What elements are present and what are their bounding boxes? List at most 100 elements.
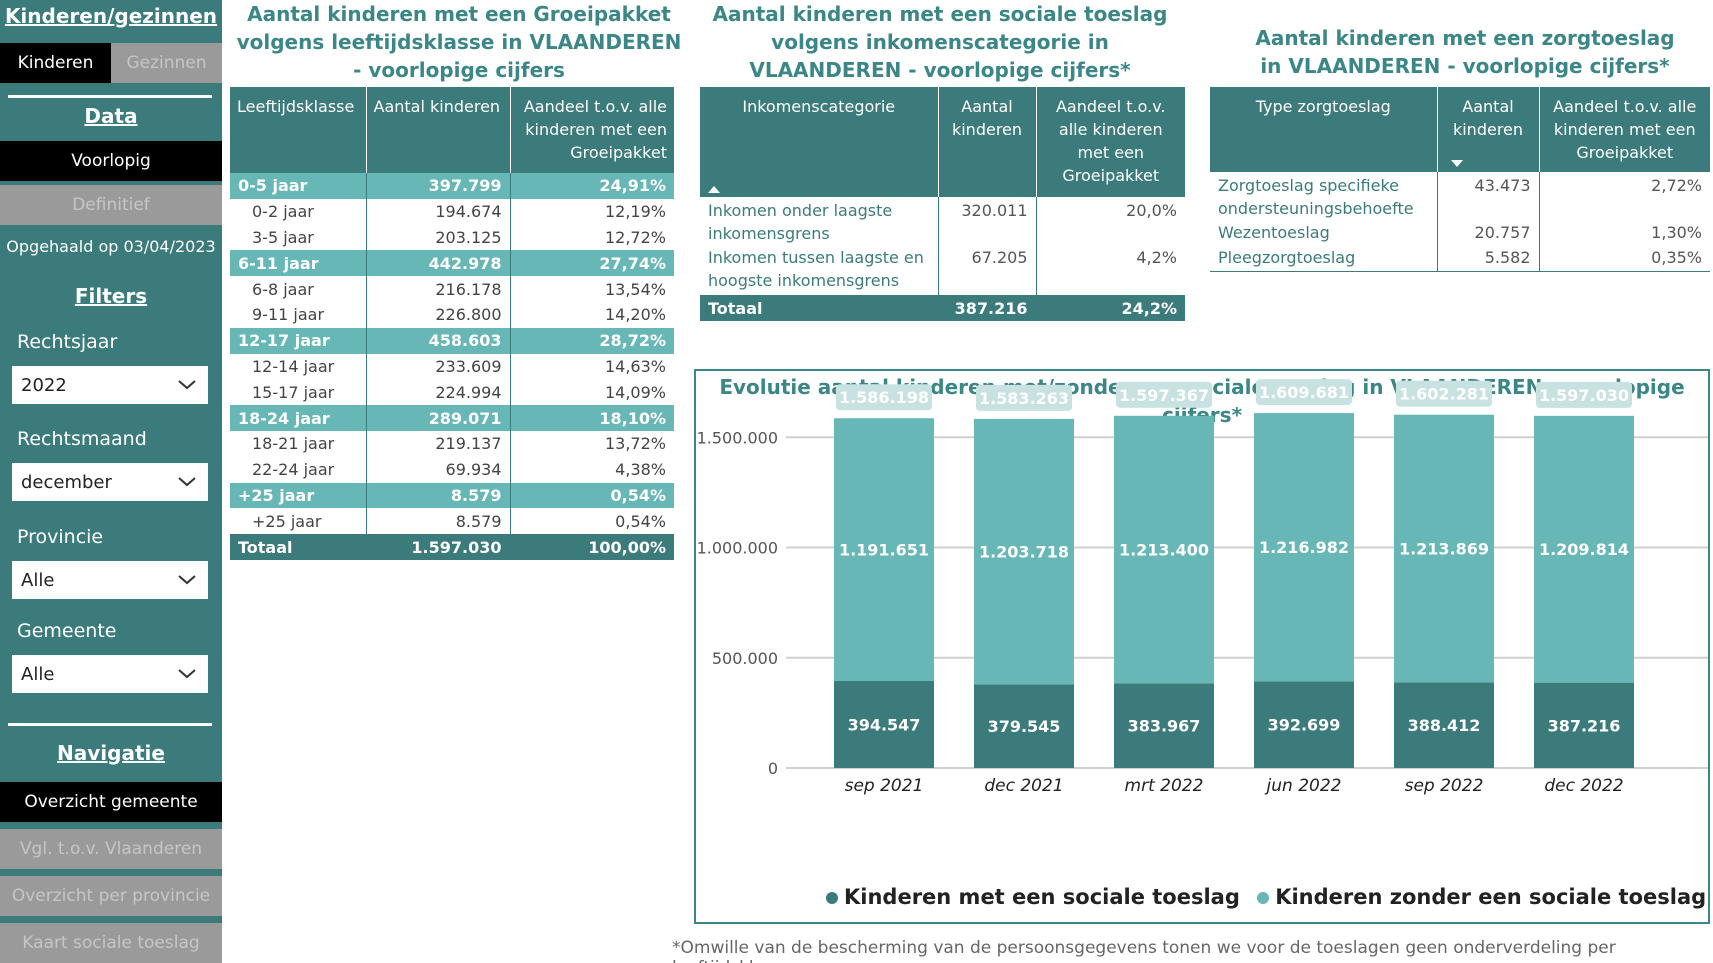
filter-value-rechtsmaand: december bbox=[21, 471, 112, 493]
bar-without-social-allowance bbox=[974, 418, 1074, 685]
total-badge bbox=[1396, 380, 1492, 407]
column-header-label: Inkomenscategorie bbox=[742, 97, 896, 116]
data-label: 379.545 bbox=[988, 717, 1061, 736]
column-header[interactable]: Aandeel t.o.v. alle kinderen met een Gro… bbox=[510, 87, 674, 173]
nav-overzicht-gemeente-button[interactable]: Overzicht gemeente bbox=[0, 782, 222, 822]
column-header[interactable]: Type zorgtoeslag bbox=[1210, 87, 1438, 172]
sidebar-heading-kinderen-gezinnen[interactable]: Kinderen/gezinnen bbox=[4, 4, 218, 28]
column-header[interactable]: Aantal kinderen bbox=[366, 87, 511, 173]
filter-provincie-dropdown[interactable]: Alle bbox=[12, 561, 208, 599]
table-cell: Totaal bbox=[230, 534, 367, 560]
table-row[interactable]: 22-24 jaar 69.934 4,38% bbox=[230, 456, 674, 483]
table-header-row: Leeftijdsklasse Aantal kinderen Aandeel … bbox=[230, 87, 674, 173]
footnote: *Omwille van de bescherming van de perso… bbox=[672, 938, 1616, 963]
filter-rechtsmaand-dropdown[interactable]: december bbox=[12, 463, 208, 501]
table-cell: 22-24 jaar bbox=[230, 456, 367, 483]
age-table-body: 0-5 jaar 397.799 24,91% 0-2 jaar 194.674 12,1… bbox=[230, 173, 674, 560]
legend-item[interactable]: Kinderen zonder een sociale toeslag bbox=[1257, 885, 1706, 909]
bar-with-social-allowance bbox=[834, 681, 934, 768]
column-header[interactable]: Leeftijdsklasse bbox=[230, 87, 367, 173]
data-label: 394.547 bbox=[848, 716, 921, 735]
income-table-title: Aantal kinderen met een sociale toeslag … bbox=[712, 2, 1168, 82]
table-cell: 5.582 bbox=[1437, 246, 1540, 271]
table-cell: 442.978 bbox=[366, 250, 511, 277]
table-group-row[interactable]: 18-24 jaar 289.071 18,10% bbox=[230, 405, 674, 431]
table-row[interactable]: 0-2 jaar 194.674 12,19% bbox=[230, 198, 674, 225]
sidebar: Kinderen/gezinnen Kinderen Gezinnen Data… bbox=[0, 0, 222, 963]
legend-item[interactable]: Kinderen met een sociale toeslag bbox=[826, 885, 1240, 909]
table-row[interactable]: 9-11 jaar 226.800 14,20% bbox=[230, 301, 674, 328]
nav-kaart-sociale-toeslag-button[interactable]: Kaart sociale toeslag bbox=[0, 923, 222, 963]
table-cell: 9-11 jaar bbox=[230, 301, 367, 328]
bar-with-social-allowance bbox=[1394, 682, 1494, 768]
table-row[interactable]: 15-17 jaar 224.994 14,09% bbox=[230, 379, 674, 406]
chevron-down-icon bbox=[178, 477, 196, 487]
table-cell: 28,72% bbox=[510, 327, 674, 354]
table-cell: 13,72% bbox=[510, 430, 674, 457]
table-cell: 12,19% bbox=[510, 198, 674, 225]
table-cell: 4,38% bbox=[510, 456, 674, 483]
table-cell: 0,54% bbox=[510, 508, 674, 535]
tab-kinderen[interactable]: Kinderen bbox=[0, 43, 111, 83]
table-row[interactable]: 6-8 jaar 216.178 13,54% bbox=[230, 276, 674, 302]
table-cell: 6-8 jaar bbox=[230, 276, 367, 302]
nav-overzicht-provincie-button[interactable]: Overzicht per provincie bbox=[0, 876, 222, 916]
tab-gezinnen[interactable]: Gezinnen bbox=[111, 43, 222, 83]
table-cell: Inkomen tussen laagste en hoogste inkome… bbox=[700, 246, 939, 295]
column-header[interactable]: Aantal kinderen bbox=[938, 87, 1037, 197]
total-badge bbox=[836, 384, 932, 411]
table-cell: 226.800 bbox=[366, 301, 511, 328]
sort-ascending-icon bbox=[708, 186, 720, 193]
table-cell: 194.674 bbox=[366, 198, 511, 225]
table-group-row[interactable]: 6-11 jaar 442.978 27,74% bbox=[230, 250, 674, 277]
table-cell: 14,63% bbox=[510, 353, 674, 380]
table-group-row[interactable]: +25 jaar 8.579 0,54% bbox=[230, 482, 674, 509]
filter-value-rechtsjaar: 2022 bbox=[21, 374, 67, 396]
total-label: 1.586.198 bbox=[839, 388, 929, 407]
legend-label: Kinderen zonder een sociale toeslag bbox=[1275, 885, 1707, 909]
filter-label-provincie: Provincie bbox=[17, 526, 104, 548]
table-row[interactable]: 12-14 jaar 233.609 14,63% bbox=[230, 353, 674, 380]
voorlopig-button[interactable]: Voorlopig bbox=[0, 141, 222, 181]
column-header[interactable]: Aandeel t.o.v. alle kinderen met een Gro… bbox=[1036, 87, 1185, 197]
total-label: 1.597.030 bbox=[1539, 386, 1629, 405]
definitief-button[interactable]: Definitief bbox=[0, 185, 222, 225]
filter-value-gemeente: Alle bbox=[21, 663, 55, 685]
table-cell: +25 jaar bbox=[230, 482, 367, 509]
table-group-row[interactable]: 0-5 jaar 397.799 24,91% bbox=[230, 173, 674, 199]
table-row: Inkomen tussen laagste en hoogste inkome… bbox=[700, 246, 1185, 295]
table-total-row[interactable]: Totaal 1.597.030 100,00% bbox=[230, 534, 674, 560]
filter-gemeente-dropdown[interactable]: Alle bbox=[12, 655, 208, 693]
table-cell: 4,2% bbox=[1136, 248, 1177, 267]
column-header[interactable]: Aantal kinderen bbox=[1437, 87, 1540, 172]
nav-vgl-vlaanderen-button[interactable]: Vgl. t.o.v. Vlaanderen bbox=[0, 829, 222, 869]
table-cell: 8.579 bbox=[366, 508, 511, 535]
table-row[interactable]: +25 jaar 8.579 0,54% bbox=[230, 508, 674, 535]
column-header[interactable]: Inkomenscategorie bbox=[700, 87, 939, 197]
bar-without-social-allowance bbox=[1534, 415, 1634, 683]
table-cell: +25 jaar bbox=[230, 508, 367, 535]
table-cell: 12-17 jaar bbox=[230, 327, 367, 354]
table-row[interactable]: 3-5 jaar 203.125 12,72% bbox=[230, 224, 674, 251]
table-cell: 27,74% bbox=[510, 250, 674, 277]
table-cell: 43.473 bbox=[1437, 172, 1540, 221]
income-table: Inkomenscategorie Aantal kinderen Aandee… bbox=[700, 87, 1185, 321]
bar-with-social-allowance bbox=[974, 684, 1074, 768]
data-label: 1.213.869 bbox=[1399, 540, 1489, 559]
table-cell: 8.579 bbox=[366, 482, 511, 509]
data-label: 383.967 bbox=[1128, 717, 1201, 736]
table-row[interactable]: 18-21 jaar 219.137 13,72% bbox=[230, 430, 674, 457]
filter-rechtsjaar-dropdown[interactable]: 2022 bbox=[12, 366, 208, 404]
total-badge bbox=[1536, 381, 1632, 408]
table-cell: 67.205 bbox=[938, 246, 1037, 295]
legend-label: Kinderen met een sociale toeslag bbox=[844, 885, 1240, 909]
data-label: 1.203.718 bbox=[979, 543, 1069, 562]
table-cell: Totaal bbox=[700, 295, 939, 321]
table-cell: 387.216 bbox=[938, 295, 1037, 321]
table-group-row[interactable]: 12-17 jaar 458.603 28,72% bbox=[230, 327, 674, 354]
x-tick-label: mrt 2022 bbox=[1125, 776, 1204, 796]
column-header[interactable]: Aandeel t.o.v. alle kinderen met een Gro… bbox=[1539, 87, 1710, 172]
x-tick-label: sep 2021 bbox=[845, 776, 924, 796]
table-row: Wezentoeslag 20.757 1,30% bbox=[1210, 221, 1710, 246]
care-table-title: Aantal kinderen met een zorgtoeslag in V… bbox=[1255, 26, 1675, 78]
